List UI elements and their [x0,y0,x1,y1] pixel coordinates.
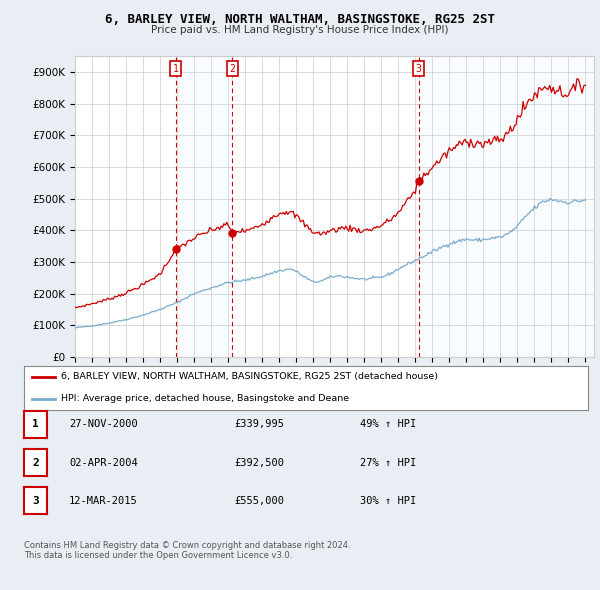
Text: £339,995: £339,995 [234,419,284,429]
Text: £555,000: £555,000 [234,496,284,506]
Text: This data is licensed under the Open Government Licence v3.0.: This data is licensed under the Open Gov… [24,552,292,560]
Text: Price paid vs. HM Land Registry's House Price Index (HPI): Price paid vs. HM Land Registry's House … [151,25,449,35]
Text: 6, BARLEY VIEW, NORTH WALTHAM, BASINGSTOKE, RG25 2ST: 6, BARLEY VIEW, NORTH WALTHAM, BASINGSTO… [105,13,495,26]
Text: Contains HM Land Registry data © Crown copyright and database right 2024.: Contains HM Land Registry data © Crown c… [24,541,350,550]
Bar [419,56,594,357]
Text: 2: 2 [229,64,235,74]
Text: 1: 1 [173,64,179,74]
Text: HPI: Average price, detached house, Basingstoke and Deane: HPI: Average price, detached house, Basi… [61,395,349,404]
Text: 3: 3 [416,64,421,74]
Text: £392,500: £392,500 [234,458,284,467]
Text: 27-NOV-2000: 27-NOV-2000 [69,419,138,429]
Text: 6, BARLEY VIEW, NORTH WALTHAM, BASINGSTOKE, RG25 2ST (detached house): 6, BARLEY VIEW, NORTH WALTHAM, BASINGSTO… [61,372,437,381]
Text: 49% ↑ HPI: 49% ↑ HPI [360,419,416,429]
Text: 30% ↑ HPI: 30% ↑ HPI [360,496,416,506]
Text: 3: 3 [32,496,39,506]
Text: 2: 2 [32,458,39,467]
Text: 12-MAR-2015: 12-MAR-2015 [69,496,138,506]
Text: 02-APR-2004: 02-APR-2004 [69,458,138,467]
Text: 27% ↑ HPI: 27% ↑ HPI [360,458,416,467]
Bar [176,56,232,357]
Text: 1: 1 [32,419,39,429]
